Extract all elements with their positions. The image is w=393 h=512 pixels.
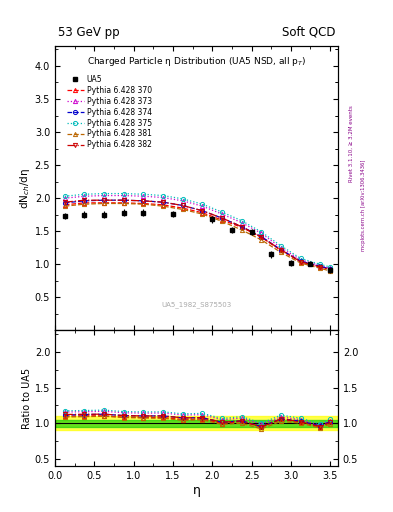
Legend: UA5, Pythia 6.428 370, Pythia 6.428 373, Pythia 6.428 374, Pythia 6.428 375, Pyt: UA5, Pythia 6.428 370, Pythia 6.428 373,…: [64, 73, 154, 152]
Text: 53 GeV pp: 53 GeV pp: [58, 26, 119, 39]
Text: Soft QCD: Soft QCD: [282, 26, 335, 39]
X-axis label: η: η: [193, 483, 200, 497]
Bar: [55, 420, 338, 426]
Y-axis label: Ratio to UA5: Ratio to UA5: [22, 368, 32, 429]
Y-axis label: dN$_{ch}$/dη: dN$_{ch}$/dη: [18, 168, 32, 209]
Text: Charged Particle η Distribution (UA5 NSD, all p$_T$): Charged Particle η Distribution (UA5 NSD…: [87, 55, 306, 68]
Bar: [55, 416, 338, 430]
Text: mcplots.cern.ch [arXiv:1306.3436]: mcplots.cern.ch [arXiv:1306.3436]: [361, 159, 366, 250]
Text: Rivet 3.1.10, ≥ 3.2M events: Rivet 3.1.10, ≥ 3.2M events: [349, 105, 354, 182]
Text: UA5_1982_S875503: UA5_1982_S875503: [162, 302, 231, 308]
